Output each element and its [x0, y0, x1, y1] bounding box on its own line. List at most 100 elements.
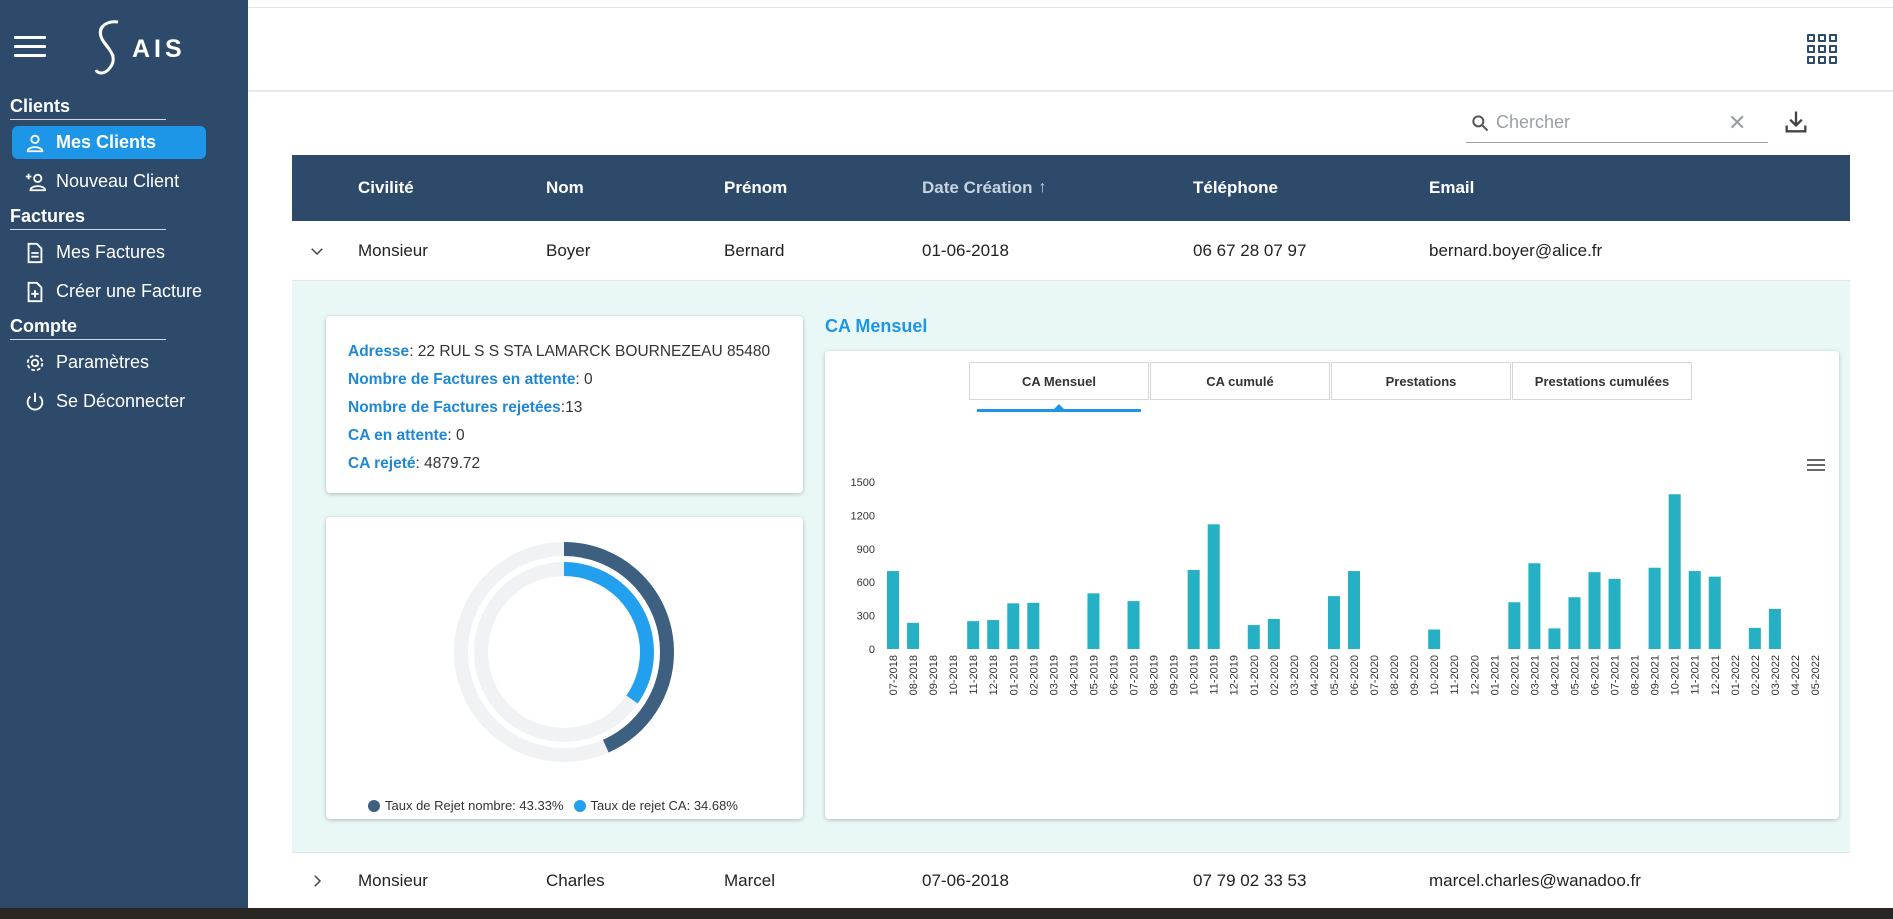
y-tick-label: 1200 [851, 510, 875, 522]
bar-06-2021[interactable] [1588, 572, 1601, 649]
sidebar-item-deconnecter[interactable]: Se Déconnecter [12, 385, 206, 418]
column-header-date-creation[interactable]: Date Création ↑ [922, 155, 1047, 221]
column-header-email[interactable]: Email [1429, 178, 1475, 197]
column-header-nom[interactable]: Nom [546, 178, 584, 197]
bar-10-2021[interactable] [1668, 494, 1681, 649]
x-tick-label: 03-2021 [1529, 655, 1541, 695]
x-tick-label: 03-2019 [1048, 655, 1060, 695]
bar-09-2021[interactable] [1648, 567, 1661, 649]
bar-10-2019[interactable] [1187, 569, 1200, 649]
info-label: Adresse [348, 343, 410, 360]
sidebar-item-creer-facture[interactable]: Créer une Facture [12, 275, 206, 308]
collapse-chevron-icon[interactable] [308, 221, 328, 280]
info-label: CA rejeté [348, 455, 416, 472]
sidebar-item-mes-clients[interactable]: Mes Clients [12, 126, 206, 159]
tab-prestations[interactable]: Prestations [1331, 362, 1511, 400]
bar-12-2018[interactable] [987, 620, 1000, 649]
x-tick-label: 04-2019 [1068, 655, 1080, 695]
x-tick-label: 11-2021 [1690, 655, 1702, 695]
sidebar-item-mes-factures[interactable]: Mes Factures [12, 236, 206, 269]
column-header-civilite[interactable]: Civilité [358, 178, 414, 197]
column-header-prenom[interactable]: Prénom [724, 178, 788, 197]
power-icon [26, 392, 44, 410]
bar-05-2019[interactable] [1087, 593, 1100, 649]
legend-item-rejet-nombre[interactable]: Taux de Rejet nombre: 43.33% [385, 798, 564, 813]
bar-11-2019[interactable] [1207, 524, 1220, 649]
bar-07-2018[interactable] [887, 571, 900, 649]
table-row[interactable]: Monsieur Charles Marcel 07-06-2018 07 79… [292, 854, 1850, 908]
bar-12-2021[interactable] [1708, 576, 1721, 649]
rejection-rate-donut-card: Taux de Rejet nombre: 43.33% Taux de rej… [326, 517, 803, 819]
info-value: :13 [560, 399, 583, 416]
x-tick-label: 01-2022 [1730, 655, 1742, 695]
chart-menu-icon[interactable] [1807, 459, 1825, 473]
x-tick-label: 04-2022 [1790, 655, 1802, 695]
bar-11-2021[interactable] [1688, 571, 1701, 649]
bar-03-2022[interactable] [1768, 608, 1781, 649]
bar-04-2021[interactable] [1548, 628, 1561, 649]
bar-02-2021[interactable] [1508, 602, 1521, 649]
legend-item-rejet-ca[interactable]: Taux de rejet CA: 34.68% [590, 798, 738, 813]
table-row[interactable]: Monsieur Boyer Bernard 01-06-2018 06 67 … [292, 221, 1850, 281]
sidebar-item-label: Se Déconnecter [56, 391, 186, 411]
sidebar-item-label: Mes Factures [56, 242, 166, 262]
x-tick-label: 07-2021 [1610, 655, 1622, 695]
y-tick-label: 1500 [851, 477, 875, 489]
donut-chart [454, 542, 674, 762]
expand-chevron-icon[interactable] [308, 854, 328, 908]
app-logo[interactable]: AIS [88, 14, 186, 84]
bar-01-2019[interactable] [1007, 603, 1020, 649]
bar-07-2019[interactable] [1127, 601, 1140, 649]
info-label: CA en attente [348, 427, 448, 444]
sidebar-item-label: Paramètres [56, 352, 150, 372]
bar-06-2020[interactable] [1347, 571, 1361, 649]
donut-arc-rejet-ca[interactable] [474, 562, 654, 742]
x-tick-label: 06-2019 [1108, 655, 1120, 695]
x-tick-label: 02-2021 [1509, 655, 1521, 695]
bar-05-2020[interactable] [1327, 596, 1340, 649]
bar-03-2021[interactable] [1528, 563, 1541, 649]
search-input[interactable] [1496, 112, 1728, 133]
download-icon[interactable] [1782, 108, 1810, 136]
x-tick-label: 09-2019 [1169, 655, 1181, 695]
donut-arc-rejet-nombre[interactable] [454, 542, 674, 762]
x-tick-label: 09-2021 [1650, 655, 1662, 695]
sidebar-item-label: Nouveau Client [56, 171, 180, 191]
cell-date: 07-06-2018 [922, 871, 1009, 890]
x-tick-label: 01-2020 [1249, 655, 1261, 695]
clear-search-icon[interactable]: ✕ [1728, 109, 1747, 135]
cell-civilite: Monsieur [358, 240, 428, 260]
x-tick-label: 08-2021 [1630, 655, 1642, 695]
bar-08-2018[interactable] [907, 622, 920, 649]
x-tick-label: 07-2018 [888, 655, 900, 695]
bar-02-2022[interactable] [1748, 627, 1761, 649]
gear-icon [26, 354, 44, 371]
tab-prestations-cumulees[interactable]: Prestations cumulées [1512, 362, 1692, 400]
cell-prenom: Bernard [724, 240, 785, 260]
cell-prenom: Marcel [724, 871, 776, 890]
apps-grid-icon[interactable] [1807, 34, 1837, 64]
active-tab-caret [1053, 404, 1065, 410]
bar-05-2021[interactable] [1568, 597, 1581, 649]
menu-icon[interactable] [14, 36, 46, 58]
x-tick-label: 11-2019 [1209, 655, 1221, 695]
bar-10-2020[interactable] [1428, 629, 1441, 649]
bar-07-2021[interactable] [1608, 578, 1621, 649]
column-header-telephone[interactable]: Téléphone [1193, 178, 1279, 197]
x-tick-label: 09-2018 [928, 655, 940, 695]
bar-01-2020[interactable] [1247, 625, 1260, 649]
bar-02-2019[interactable] [1027, 602, 1040, 649]
info-value: : 0 [575, 371, 593, 388]
x-tick-label: 08-2020 [1389, 655, 1401, 695]
bar-02-2020[interactable] [1267, 618, 1280, 649]
bar-11-2018[interactable] [967, 621, 980, 649]
x-tick-label: 11-2018 [968, 655, 980, 695]
sidebar: AIS Clients Mes Clients Nouveau Client F… [0, 0, 248, 908]
sidebar-item-parametres[interactable]: Paramètres [12, 346, 206, 379]
tab-ca-cumule[interactable]: CA cumulé [1150, 362, 1330, 400]
info-ca-attente: CA en attente : 0 [348, 422, 803, 450]
tab-ca-mensuel[interactable]: CA Mensuel [969, 362, 1149, 400]
client-detail-panel: Adresse : 22 RUL S S STA LAMARCK BOURNEZ… [292, 281, 1850, 853]
x-tick-label: 09-2020 [1409, 655, 1421, 695]
sidebar-item-nouveau-client[interactable]: Nouveau Client [12, 165, 206, 198]
